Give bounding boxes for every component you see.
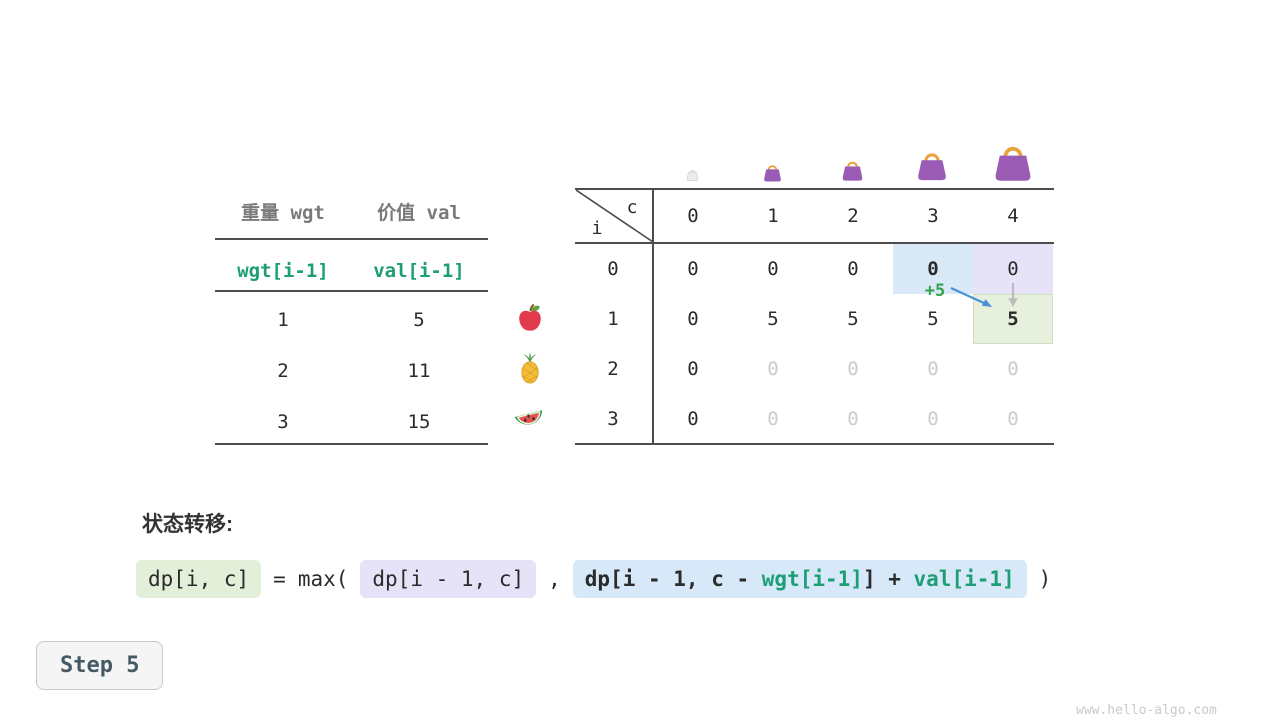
dp-col-header-3: 3 <box>927 205 939 227</box>
dp-cell-3-0: 0 <box>687 408 699 430</box>
dp-cell-3-3: 0 <box>927 408 939 430</box>
watermark: www.hello-algo.com <box>1076 703 1217 718</box>
state-transition-label: 状态转移: <box>142 513 233 536</box>
dp-table-top-border <box>575 188 1054 190</box>
corner-diagonal-line <box>576 190 653 242</box>
bag-icon-capacity-1 <box>764 165 781 182</box>
item-value-2: 11 <box>407 360 431 382</box>
dp-cell-0-1: 0 <box>767 258 779 280</box>
dp-table-header-border <box>575 242 1054 244</box>
dp-row-header-1: 1 <box>607 308 619 330</box>
dp-cell-1-1: 5 <box>767 308 779 330</box>
dp-cell-1-2: 5 <box>847 308 859 330</box>
dp-cell-2-0: 0 <box>687 358 699 380</box>
value-var-label: val[i-1] <box>373 260 465 282</box>
item-table-weight-header: 重量 wgt <box>241 201 325 224</box>
take-val-text: val[i-1] <box>913 567 1015 591</box>
formula-max-open: max( <box>297 567 349 591</box>
item-table-divider <box>215 290 488 292</box>
state-transition-formula: dp[i, c] = max( dp[i - 1, c] , dp[i - 1,… <box>136 560 1051 598</box>
dp-col-header-4: 4 <box>1007 205 1019 227</box>
dp-cell-1-4-current-result: 5 <box>973 294 1053 344</box>
dp-cell-2-3: 0 <box>927 358 939 380</box>
step-badge: Step 5 <box>36 641 164 690</box>
apple-icon <box>519 303 541 331</box>
weight-var-label: wgt[i-1] <box>237 260 329 282</box>
formula-close-paren: ) <box>1038 567 1052 591</box>
formula-result-chip: dp[i, c] <box>136 560 262 598</box>
dp-cell-2-2: 0 <box>847 358 859 380</box>
dp-cell-3-4: 0 <box>1007 408 1019 430</box>
formula-equals: = <box>273 567 286 591</box>
dp-cell-3-1: 0 <box>767 408 779 430</box>
dp-col-header-0: 0 <box>687 205 699 227</box>
corner-row-var: i <box>591 217 603 239</box>
take-wgt-text: wgt[i-1] <box>761 567 863 591</box>
dp-cell-0-2: 0 <box>847 258 859 280</box>
dp-cell-0-0: 0 <box>687 258 699 280</box>
dp-row-header-3: 3 <box>607 408 619 430</box>
plus-five-annotation: +5 <box>924 281 946 301</box>
item-value-3: 15 <box>407 411 431 433</box>
dp-cell-1-0: 0 <box>687 308 699 330</box>
dp-col-header-2: 2 <box>847 205 859 227</box>
item-weight-2: 2 <box>277 360 289 382</box>
formula-comma: , <box>548 567 561 591</box>
item-table-value-header: 价值 val <box>377 201 461 224</box>
item-weight-1: 1 <box>277 309 289 331</box>
bag-icon-capacity-0 <box>686 170 699 181</box>
dp-cell-0-3-highlighted-take: 0 <box>893 244 973 294</box>
formula-skip-chip: dp[i - 1, c] <box>360 560 537 598</box>
dp-cell-0-4-highlighted-skip: 0 <box>973 244 1053 294</box>
dp-row-header-0: 0 <box>607 258 619 280</box>
dp-cell-2-4: 0 <box>1007 358 1019 380</box>
bag-icon-capacity-4 <box>995 146 1031 181</box>
bag-icon-capacity-2 <box>842 161 863 181</box>
dp-cell-2-1: 0 <box>767 358 779 380</box>
watermelon-icon <box>514 410 543 425</box>
take-pre-text: dp[i - 1, c - <box>584 567 762 591</box>
dp-table-vertical-border <box>652 188 654 445</box>
pineapple-icon <box>521 352 540 384</box>
item-value-1: 5 <box>413 309 425 331</box>
corner-col-var: c <box>626 196 638 218</box>
formula-take-chip: dp[i - 1, c - wgt[i-1]] + val[i-1] <box>572 560 1027 598</box>
take-mid-text: ] + <box>862 567 914 591</box>
item-table-divider <box>215 443 488 445</box>
dp-cell-3-2: 0 <box>847 408 859 430</box>
dp-col-header-1: 1 <box>767 205 779 227</box>
dp-row-header-2: 2 <box>607 358 619 380</box>
item-weight-3: 3 <box>277 411 289 433</box>
item-table-divider <box>215 238 488 240</box>
bag-icon-capacity-3 <box>918 153 946 181</box>
dp-cell-1-3: 5 <box>927 308 939 330</box>
dp-table-bottom-border <box>575 443 1054 445</box>
